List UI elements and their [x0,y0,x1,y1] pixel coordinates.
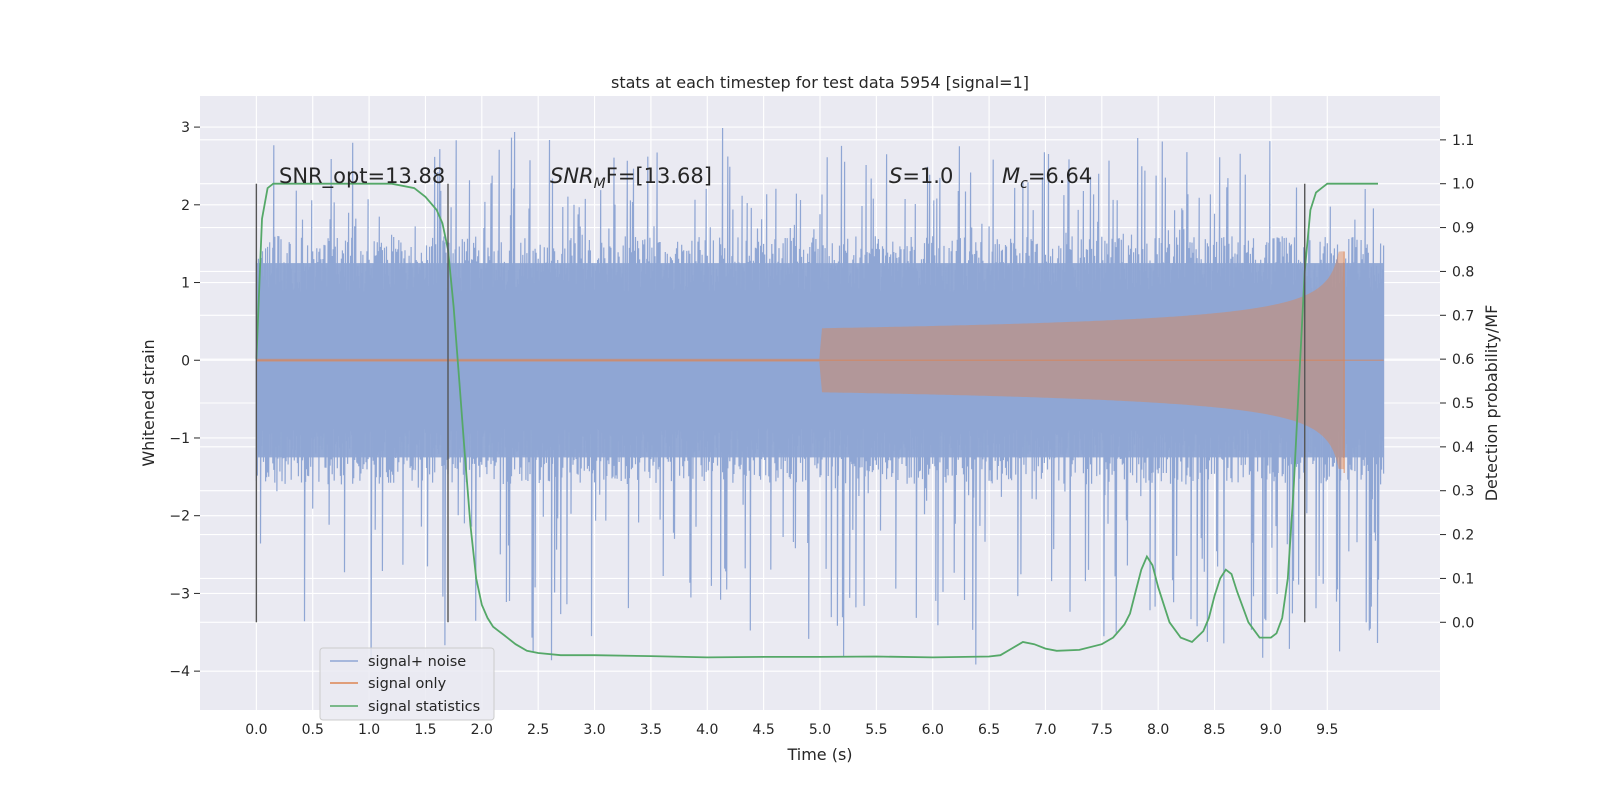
x-tick-label: 2.5 [527,722,549,738]
legend: signal+ noise signal only signal statist… [319,647,495,721]
annotation-snr-opt: SNR_opt=13.88 [279,164,445,189]
y-tick-label: 3 [181,120,190,136]
annotation-s-rest: =1.0 [902,164,953,188]
annotation-mc-sub: c [1020,176,1028,192]
annotation-mc-rest: =6.64 [1028,164,1092,188]
x-tick-label: 2.0 [471,722,493,738]
x-tick-label: 9.5 [1316,722,1338,738]
x-tick-label: 1.5 [414,722,436,738]
x-tick-label: 4.5 [753,722,775,738]
x-tick-label: 6.0 [922,722,944,738]
signal-noise-line [255,127,1385,665]
legend-label-signal-only: signal only [368,676,447,692]
legend-box [319,647,495,721]
series-layer [255,127,1385,665]
y2-tick-label: 0.1 [1452,571,1474,587]
x-tick-label: 0.0 [245,722,267,738]
x-tick-label: 3.0 [583,722,605,738]
vertical-markers [255,183,1306,623]
ticks: 0.0 0.5 1.0 1.5 2.0 2.5 3.0 3.5 4.0 4.5 5.0 5.5 6.0 6… [169,120,1474,738]
y-tick-label: −3 [169,586,190,602]
x-tick-label: 3.5 [640,722,662,738]
y2-tick-label: 1.1 [1452,133,1474,149]
x-tick-label: 9.0 [1260,722,1282,738]
annotation-snr-mf-main: SNR [550,164,594,188]
y2-tick-label: 1.0 [1452,177,1474,193]
y-tick-label: 2 [181,198,190,214]
legend-label-signal-noise: signal+ noise [368,654,466,670]
x-tick-label: 7.5 [1091,722,1113,738]
y2-tick-label: 0.9 [1452,221,1474,237]
annotation-s: S=1.0 [889,164,953,188]
y2-tick-label: 0.0 [1452,615,1474,631]
y-tick-label: 0 [181,353,190,369]
annotation-s-main: S [889,164,902,188]
legend-label-signal-statistics: signal statistics [368,699,480,715]
y-axis-label: Whitened strain [139,339,158,466]
y2-tick-label: 0.4 [1452,440,1474,456]
x-axis-label: Time (s) [786,745,852,764]
annotation-mc: Mc=6.64 [1002,164,1092,192]
y-tick-label: −1 [169,431,190,447]
x-tick-label: 5.0 [809,722,831,738]
y2-tick-label: 0.3 [1452,484,1474,500]
x-tick-label: 8.0 [1147,722,1169,738]
annotation-snr-mf-rest: F=[13.68] [606,164,712,188]
annotation-mc-main: M [1002,164,1020,188]
y-tick-label: −2 [169,509,190,525]
annotations: SNR_opt=13.88 SNRMF=[13.68] S=1.0 Mc=6.6… [279,164,1092,192]
x-tick-label: 7.0 [1034,722,1056,738]
chart-title: stats at each timestep for test data 595… [611,73,1029,92]
y2-tick-label: 0.8 [1452,264,1474,280]
y-tick-label: 1 [181,276,190,292]
x-tick-label: 8.5 [1203,722,1225,738]
x-tick-label: 6.5 [978,722,1000,738]
x-tick-label: 4.0 [696,722,718,738]
y2-tick-label: 0.2 [1452,528,1474,544]
x-tick-label: 5.5 [865,722,887,738]
annotation-snr-mf-sub: M [594,176,606,192]
y2-axis-label: Detection probability/MF [1482,305,1501,502]
annotation-snr-mf: SNRMF=[13.68] [550,164,712,192]
x-tick-label: 1.0 [358,722,380,738]
y2-tick-label: 0.7 [1452,308,1474,324]
y-tick-label: −4 [169,664,190,680]
x-tick-label: 0.5 [302,722,324,738]
y2-tick-label: 0.5 [1452,396,1474,412]
y2-tick-label: 0.6 [1452,352,1474,368]
